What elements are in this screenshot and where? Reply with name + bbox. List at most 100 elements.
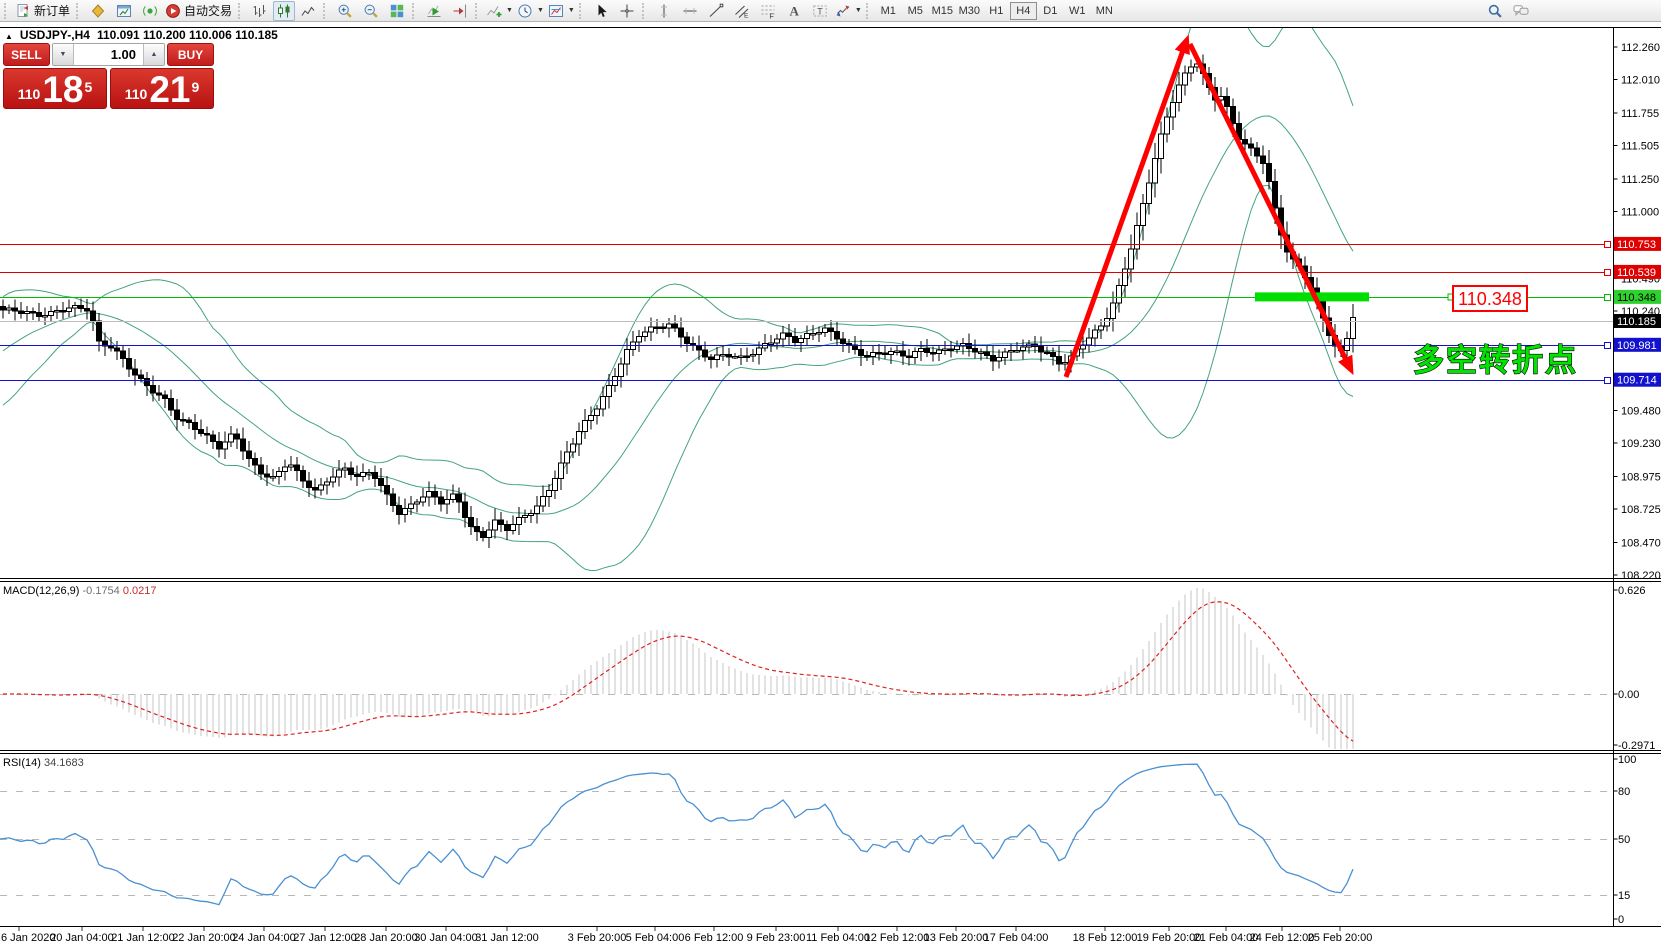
candle-body	[906, 355, 912, 359]
zoom-in-icon	[338, 4, 352, 18]
trend-arrow-down[interactable]	[1187, 42, 1354, 376]
timeframe-mn-button[interactable]: MN	[1095, 4, 1113, 17]
periods-icon	[518, 4, 532, 17]
collapse-triangle-icon[interactable]: ▲	[5, 32, 13, 41]
main-toolbar: 新订单 自动交易 ▼ ▼ ▼ E F A T ▼ M1 M5 M15 M30 H1 H4 D1 W1 MN	[0, 0, 1661, 22]
price-tick-label: 111.505	[1621, 141, 1659, 153]
timeframe-m1-button[interactable]: M1	[880, 4, 896, 17]
toolbar-group-grip	[865, 2, 871, 19]
timeframe-m30-button[interactable]: M30	[958, 4, 980, 17]
candle-body	[1188, 66, 1194, 74]
indicators-button[interactable]: ▼	[484, 1, 515, 21]
timeframe-h1-button[interactable]: H1	[989, 4, 1004, 17]
templates-button[interactable]: ▼	[546, 1, 577, 21]
line-handle[interactable]	[1604, 294, 1611, 301]
macd-label: MACD(12,26,9) -0.1754 0.0217	[3, 585, 157, 597]
bar-chart-button[interactable]	[247, 1, 273, 21]
zoom-out-button[interactable]	[358, 1, 384, 21]
candle-body	[666, 323, 672, 329]
trend-arrow-up[interactable]	[1063, 34, 1190, 378]
timeframe-m5-button[interactable]: M5	[907, 4, 923, 17]
periods-button-dropdown-icon[interactable]: ▼	[536, 7, 544, 14]
highlight-level-bar[interactable]	[1255, 292, 1369, 302]
candle-body	[594, 408, 600, 416]
timeframe-d1-button[interactable]: D1	[1043, 4, 1058, 17]
arrows-button-dropdown-icon[interactable]: ▼	[854, 7, 862, 14]
timeframe-h4-button[interactable]: H4	[1009, 1, 1037, 20]
volume-increase-button[interactable]: ▲	[143, 44, 164, 65]
signals-button[interactable]	[137, 1, 163, 21]
templates-icon	[548, 4, 563, 17]
candle-body	[864, 355, 870, 358]
candle-body	[420, 496, 426, 503]
line-chart-icon	[301, 6, 315, 16]
timeframe-w1-button[interactable]: W1	[1069, 4, 1086, 17]
buy-price-button[interactable]: 110 21 9	[110, 68, 214, 109]
autotrade-button[interactable]: 自动交易	[163, 1, 236, 21]
line-handle[interactable]	[1604, 269, 1611, 276]
volume-decrease-button[interactable]: ▼	[53, 44, 74, 65]
tile-windows-button[interactable]	[384, 1, 410, 21]
candle-body	[276, 471, 282, 477]
line-handle[interactable]	[1604, 342, 1611, 349]
candle-body	[564, 451, 570, 464]
horizontal-line-button[interactable]	[677, 1, 703, 21]
candle-body	[1146, 182, 1152, 205]
timeframe-m15-button[interactable]: M15	[931, 4, 953, 17]
arrows-button[interactable]: ▼	[833, 1, 864, 21]
sell-price-button[interactable]: 110 18 5	[3, 68, 107, 109]
candle-body	[1176, 84, 1182, 103]
candle-body	[282, 466, 288, 473]
rsi-panel	[0, 763, 1613, 906]
buy-button[interactable]: BUY	[167, 43, 214, 66]
time-tick-label: 25 Feb 20:00	[1308, 932, 1373, 944]
candle-body	[24, 311, 30, 314]
indicators-button-dropdown-icon[interactable]: ▼	[506, 7, 513, 14]
volume-input[interactable]: 1.00	[110, 47, 136, 62]
line-handle[interactable]	[1604, 377, 1611, 384]
price-badge	[1614, 314, 1661, 328]
price-badge-text: 109.714	[1617, 375, 1657, 387]
price-callout-box[interactable]	[1452, 285, 1528, 312]
line-handle[interactable]	[1604, 241, 1611, 248]
periods-button[interactable]: ▼	[515, 1, 546, 21]
price-badge-text: 110.753	[1617, 239, 1656, 251]
candle-body	[504, 523, 510, 531]
chat-button[interactable]	[1508, 1, 1534, 21]
search-button[interactable]	[1482, 1, 1508, 21]
templates-button-dropdown-icon[interactable]: ▼	[567, 7, 575, 14]
candle-chart-button[interactable]	[273, 0, 296, 21]
chart-window-button[interactable]	[111, 1, 137, 21]
fibonacci-button[interactable]: F	[755, 1, 781, 21]
candle-body	[150, 385, 156, 394]
candle-body	[288, 464, 294, 468]
text-label-button[interactable]: T	[807, 1, 833, 21]
sell-button[interactable]: SELL	[3, 43, 50, 66]
trendline-button[interactable]	[703, 1, 729, 21]
price-tick-label: 109.480	[1621, 405, 1661, 417]
candle-chart-icon	[278, 4, 290, 17]
time-tick-label: 12 Feb 12:00	[865, 932, 930, 944]
candle-body	[522, 515, 528, 518]
candle-body	[894, 350, 900, 354]
zoom-in-button[interactable]	[332, 1, 358, 21]
new-order-button[interactable]: 新订单	[13, 1, 74, 21]
metaquotes-button[interactable]	[85, 1, 111, 21]
vertical-line-button[interactable]	[651, 1, 677, 21]
candle-body	[498, 519, 504, 525]
crosshair-button[interactable]	[614, 1, 640, 21]
candle-body	[816, 332, 822, 335]
chart-shift-button[interactable]	[447, 1, 473, 21]
candle-body	[144, 378, 150, 387]
candle-body	[684, 336, 690, 344]
cursor-button[interactable]	[588, 1, 614, 21]
line-chart-button[interactable]	[295, 1, 321, 21]
candle-body	[708, 356, 714, 361]
chart-frame	[0, 27, 1661, 927]
auto-scroll-button[interactable]	[421, 1, 447, 21]
text-button[interactable]: A	[781, 1, 807, 21]
equidistant-channel-button[interactable]: E	[729, 1, 755, 21]
candle-body	[792, 336, 798, 343]
